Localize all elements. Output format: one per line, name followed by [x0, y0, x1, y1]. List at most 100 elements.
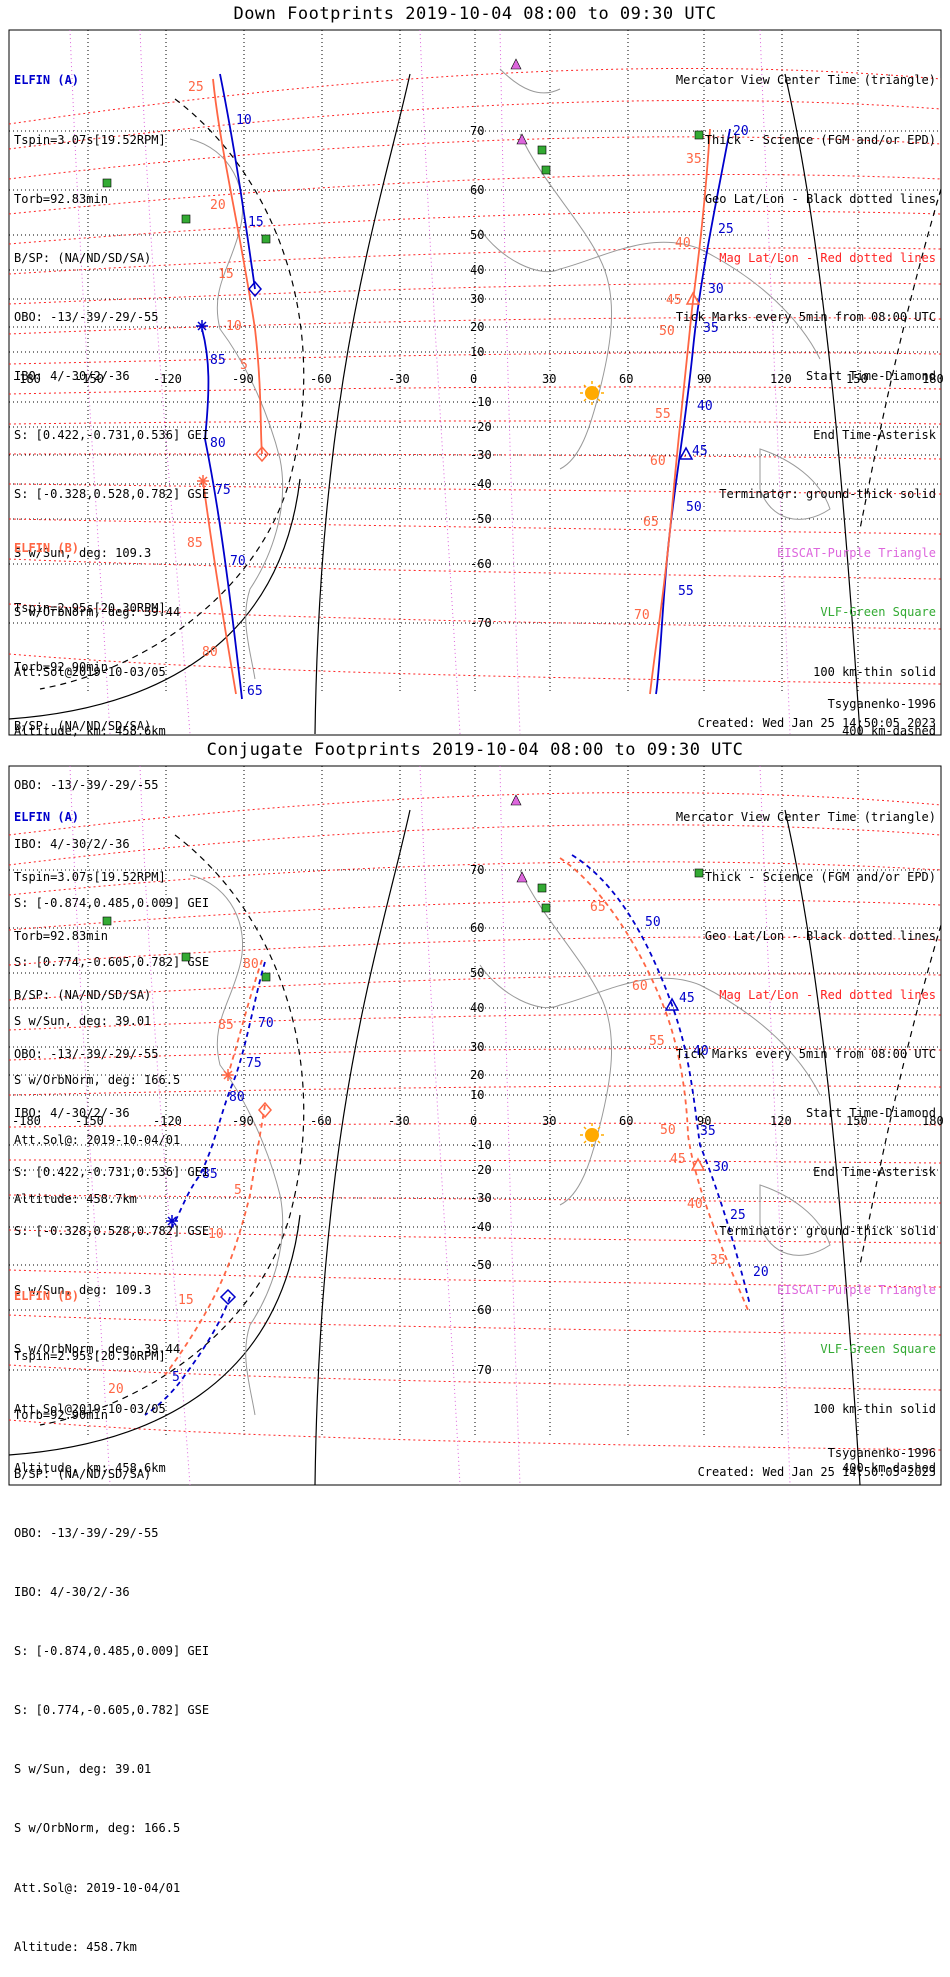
svg-text:0: 0	[470, 372, 477, 386]
svg-text:-180: -180	[12, 372, 41, 386]
legend-item: Mercator View Center Time (triangle)	[675, 73, 936, 88]
coastlines	[189, 68, 831, 680]
svg-text:45: 45	[679, 991, 695, 1006]
map-conjugate-footprints: -180 -150 -120 -90 -60 -30 0 30 60 90 12…	[8, 765, 944, 1486]
svg-text:70: 70	[470, 863, 484, 877]
elfin-b-track-labels: 80 85 5 10 15 20 65 60 55 50 45 40 35	[108, 900, 726, 1397]
svg-text:90: 90	[697, 372, 711, 386]
svg-text:60: 60	[470, 183, 484, 197]
svg-text:-30: -30	[388, 1114, 410, 1128]
center-triangle-icon	[664, 997, 706, 1171]
svg-text:45: 45	[666, 293, 682, 308]
legend-conjugate: Mercator View Center Time (triangle) Thi…	[676, 769, 936, 1498]
mag-grid-lines	[8, 792, 942, 1451]
svg-text:70: 70	[258, 1016, 274, 1031]
svg-text:-120: -120	[153, 372, 182, 386]
svg-text:20: 20	[470, 320, 484, 334]
svg-text:45: 45	[670, 1152, 686, 1167]
info-line: Torb=92.83min	[14, 928, 108, 943]
svg-text:55: 55	[649, 1034, 665, 1049]
svg-text:10: 10	[226, 319, 242, 334]
svg-text:-60: -60	[310, 372, 332, 386]
svg-text:-70: -70	[470, 1363, 492, 1377]
svg-text:-30: -30	[388, 372, 410, 386]
svg-text:-90: -90	[232, 372, 254, 386]
svg-text:-150: -150	[75, 1114, 104, 1128]
elfin-b-info-down: ELFIN (B) Tspin=2.95s[20.30RPM] Torb=92.…	[14, 500, 209, 1229]
svg-text:80: 80	[243, 957, 259, 972]
panel-title-down: Down Footprints 2019-10-04 08:00 to 09:3…	[233, 4, 717, 24]
elfin-a-track	[201, 73, 731, 700]
mag-meridians	[69, 765, 791, 1486]
vlf-square-icon	[102, 130, 704, 244]
svg-text:70: 70	[634, 608, 650, 623]
svg-text:40: 40	[470, 1001, 484, 1015]
geo-grid-lines	[9, 30, 941, 694]
svg-text:35: 35	[703, 321, 719, 336]
legend-item: 100 km-thin solid	[813, 664, 936, 679]
legend-item: Thick - Science (FGM and/or EPD)	[704, 869, 936, 884]
svg-text:50: 50	[660, 1123, 676, 1138]
svg-text:90: 90	[697, 1114, 711, 1128]
svg-text:45: 45	[692, 444, 708, 459]
info-line: S w/Sun, deg: 39.01	[14, 1014, 152, 1029]
svg-text:120: 120	[770, 372, 792, 386]
info-line: OBO: -13/-39/-29/-55	[14, 1525, 159, 1540]
svg-text:-30: -30	[470, 448, 492, 462]
svg-text:30: 30	[542, 1114, 556, 1128]
info-line: Tspin=2.95s[20.30RPM]	[14, 600, 166, 615]
info-line: Tspin=2.95s[20.30RPM]	[14, 1348, 166, 1363]
eiscat-triangle-icon	[510, 794, 528, 883]
info-line: IBO: 4/-30/2/-36	[14, 836, 130, 851]
svg-text:-120: -120	[153, 1114, 182, 1128]
info-line: S: [0.774,-0.605,0.782] GSE	[14, 1703, 210, 1718]
info-line: S: [0.774,-0.605,0.782] GSE	[14, 955, 210, 970]
elfin-b-track	[164, 857, 749, 1376]
svg-text:40: 40	[697, 399, 713, 414]
info-line: Altitude, km: 458.6km	[14, 1460, 166, 1475]
svg-text:80: 80	[210, 436, 226, 451]
svg-text:10: 10	[236, 113, 252, 128]
elfin-a-info-down: ELFIN (A) Tspin=3.07s[19.52RPM] Torb=92.…	[14, 32, 209, 761]
created-label: Created: Wed Jan 25 14:50:05 2023	[697, 716, 936, 730]
info-line: S: [0.422,-0.731,0.536] GEI	[14, 1165, 210, 1180]
model-label: Tsyganenko-1996	[827, 697, 936, 711]
info-line: Att.Sol@2019-10-03/05	[14, 664, 166, 679]
lat-tick-labels: 70 60 50 40 30 20 10 -10 -20 -30 -40 -50…	[470, 124, 492, 630]
info-line: Tspin=3.07s[19.52RPM]	[14, 132, 166, 147]
end-asterisk-icon	[166, 1069, 234, 1227]
svg-text:65: 65	[590, 900, 606, 915]
svg-text:5: 5	[172, 1370, 180, 1385]
svg-text:60: 60	[619, 372, 633, 386]
svg-text:40: 40	[470, 263, 484, 277]
svg-text:-180: -180	[12, 1114, 41, 1128]
svg-text:-50: -50	[470, 512, 492, 526]
svg-text:60: 60	[470, 921, 484, 935]
legend-item: EISCAT-Purple Triangle	[777, 546, 936, 561]
svg-text:20: 20	[753, 1265, 769, 1280]
svg-text:35: 35	[710, 1253, 726, 1268]
svg-text:10: 10	[208, 1227, 224, 1242]
svg-text:75: 75	[215, 483, 231, 498]
info-line: Torb=92.83min	[14, 191, 108, 206]
legend-item: Geo Lat/Lon - Black dotted lines	[704, 928, 936, 943]
elfin-a-track-labels: 70 75 80 85 5 50 45 40 35 30 25 20	[172, 915, 769, 1385]
elfin-b-track-labels: 25 20 15 10 5 85 80 35 40 45 50 55 60 65…	[187, 80, 702, 660]
info-line: S: [-0.328,0.528,0.782] GSE	[14, 487, 210, 502]
center-triangle-icon	[678, 291, 701, 460]
vlf-square-icon	[102, 868, 704, 982]
svg-text:50: 50	[470, 228, 484, 242]
info-line: S: [-0.874,0.485,0.009] GEI	[14, 1644, 210, 1659]
info-line: Altitude: 458.7km	[14, 1939, 137, 1954]
panel-title-conjugate: Conjugate Footprints 2019-10-04 08:00 to…	[206, 740, 744, 760]
svg-text:50: 50	[645, 915, 661, 930]
svg-text:-70: -70	[470, 616, 492, 630]
info-line: S w/Sun, deg: 109.3	[14, 1283, 152, 1298]
svg-text:20: 20	[108, 1382, 124, 1397]
info-line: Torb=92.90min	[14, 659, 108, 674]
legend-item: Thick - Science (FGM and/or EPD)	[704, 132, 936, 147]
svg-text:20: 20	[470, 1068, 484, 1082]
legend-item: Start Time-Diamond	[805, 1105, 936, 1120]
svg-text:35: 35	[700, 1124, 716, 1139]
svg-text:30: 30	[470, 1040, 484, 1054]
